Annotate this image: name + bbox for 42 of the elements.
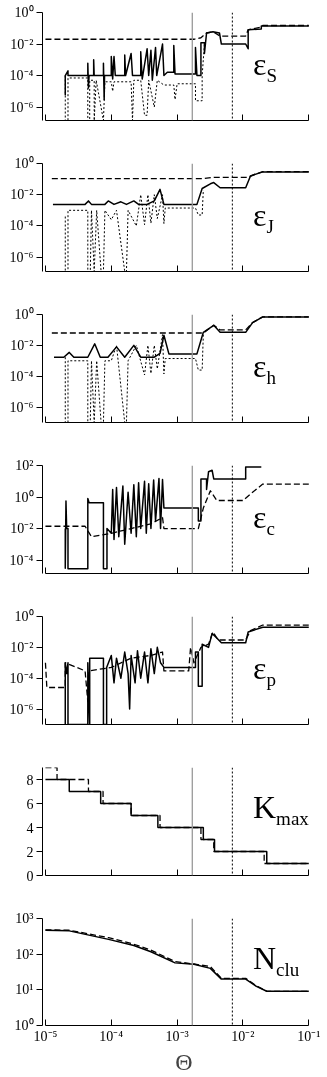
y-tick-label: 10⁻⁶ — [9, 701, 34, 717]
y-tick-label: 10⁻⁶ — [9, 249, 34, 265]
y-tick-label: 10⁻⁴ — [9, 218, 34, 234]
y-axis-title: ε$_{J}$ — [253, 197, 274, 240]
y-tick-label: 10⁻⁴ — [9, 670, 34, 686]
x-tick-label: 10⁻⁵ — [33, 1028, 58, 1044]
y-tick-label: 6 — [26, 796, 34, 812]
y-tick-label: 10¹ — [15, 982, 34, 998]
y-tick-label: 10⁰ — [14, 489, 34, 505]
y-axis-title: K$_{max}$ — [253, 789, 309, 832]
y-tick-label: 10⁰ — [14, 5, 34, 20]
y-tick-label: 0 — [26, 868, 34, 884]
y-tick-label: 10⁻⁴ — [9, 68, 34, 84]
y-tick-label: 10⁻⁶ — [9, 399, 34, 415]
y-tick-label: 10² — [15, 458, 34, 473]
y-tick-label: 10⁻² — [10, 639, 34, 655]
y-tick-label: 10⁻² — [10, 187, 34, 203]
y-axis-title: N$_{clu}$ — [253, 940, 300, 983]
y-tick-label: 10⁻² — [10, 521, 34, 537]
x-tick-label: 10⁻² — [231, 1028, 255, 1044]
x-tick-label: 10⁻³ — [165, 1028, 189, 1044]
y-tick-label: 10⁰ — [14, 1018, 34, 1033]
y-tick-label: 2 — [26, 844, 34, 860]
y-tick-label: 10⁰ — [14, 609, 34, 624]
y-tick-label: 10⁻² — [10, 337, 34, 353]
y-tick-label: 4 — [26, 820, 34, 836]
y-tick-label: 8 — [26, 772, 34, 788]
y-axis-title: ε$_{h}$ — [253, 348, 276, 391]
y-tick-label: 10⁰ — [14, 156, 34, 171]
y-axis-title: ε$_{S}$ — [253, 46, 278, 89]
y-axis-title: ε$_{p}$ — [253, 650, 276, 693]
y-tick-label: 10³ — [15, 911, 34, 926]
x-tick-label: 10⁻¹ — [297, 1028, 321, 1044]
y-tick-label: 10² — [15, 946, 34, 962]
y-axis-title: ε$_{c}$ — [253, 499, 275, 542]
y-tick-label: 10⁻⁶ — [9, 99, 34, 115]
x-tick-label: 10⁻⁴ — [99, 1028, 124, 1044]
y-tick-label: 10⁻⁴ — [9, 552, 34, 568]
y-tick-label: 10⁻⁴ — [9, 368, 34, 384]
y-tick-label: 10⁻² — [10, 36, 34, 52]
y-tick-label: 10⁰ — [14, 307, 34, 322]
x-axis-title: Θ — [175, 1048, 193, 1075]
